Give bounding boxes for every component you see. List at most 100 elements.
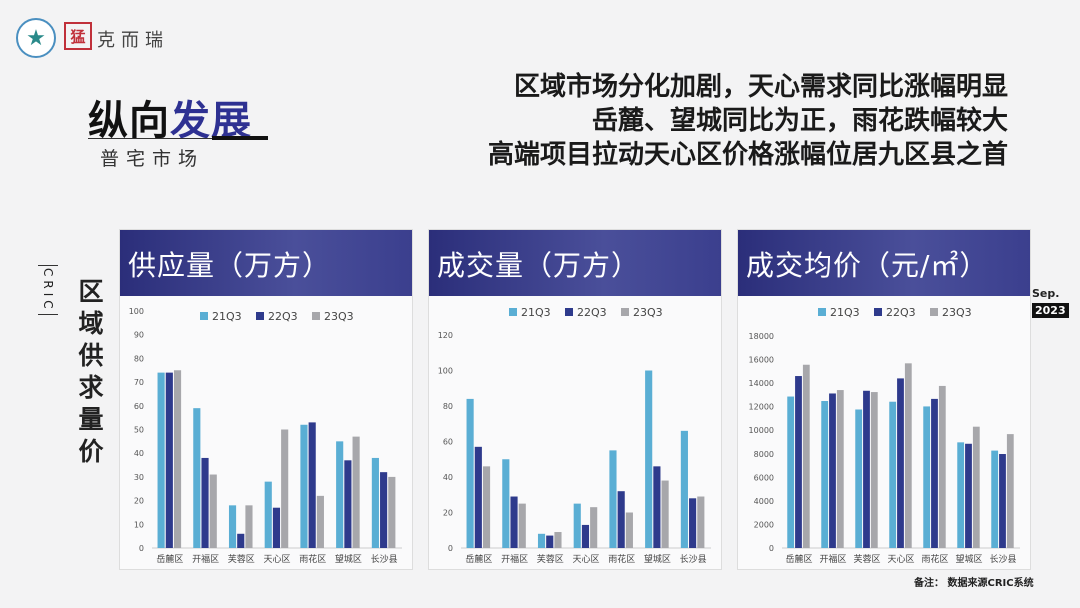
legend-label: 22Q3 — [268, 310, 298, 323]
page-subtitle: 普宅市场 — [100, 148, 205, 170]
bar-23q3 — [836, 390, 844, 548]
y-tick-label: 30 — [134, 473, 144, 482]
bar-23q3 — [802, 364, 810, 548]
legend-swatch — [509, 308, 517, 316]
seal-logo: 猛 — [64, 22, 92, 50]
y-tick-label: 120 — [438, 331, 453, 340]
bar-22q3 — [689, 498, 697, 548]
x-tick-label: 雨花区 — [608, 553, 635, 565]
y-tick-label: 80 — [443, 402, 453, 411]
bar-22q3 — [999, 454, 1006, 548]
y-tick-label: 80 — [134, 354, 144, 363]
x-tick-label: 望城区 — [335, 553, 362, 565]
chart-title: 供应量（万方） — [120, 230, 412, 296]
bar-21q3 — [371, 457, 379, 548]
bar-23q3 — [554, 532, 562, 548]
y-tick-label: 0 — [448, 544, 453, 553]
bar-22q3 — [272, 507, 281, 548]
x-tick-label: 天心区 — [263, 554, 290, 565]
source-note: 备注： 数据来源CRIC系统 — [914, 578, 1034, 589]
legend-swatch — [312, 312, 320, 320]
bar-21q3 — [300, 424, 308, 548]
bar-22q3 — [308, 422, 316, 548]
y-tick-label: 100 — [438, 367, 453, 376]
chart-title: 成交量（万方） — [429, 230, 721, 296]
bar-21q3 — [889, 401, 897, 548]
section-vertical-title: 区域供求量价 — [78, 277, 104, 466]
bar-21q3 — [680, 430, 688, 548]
legend-label: 23Q3 — [324, 310, 354, 323]
bar-23q3 — [482, 466, 491, 548]
x-tick-label: 长沙县 — [371, 553, 398, 565]
bar-21q3 — [336, 441, 344, 548]
y-tick-label: 60 — [134, 402, 144, 411]
page-title: 纵向发展 — [88, 88, 252, 146]
bar-22q3 — [965, 443, 972, 548]
legend-swatch — [621, 308, 629, 316]
y-tick-label: 4000 — [754, 497, 774, 506]
legend-label: 21Q3 — [830, 306, 860, 319]
x-tick-label: 岳麓区 — [785, 553, 812, 565]
bar-23q3 — [625, 512, 633, 548]
y-tick-label: 60 — [443, 438, 453, 447]
y-tick-label: 40 — [443, 473, 453, 482]
bar-22q3 — [546, 535, 554, 548]
chart-panel-supply: 供应量（万方） 0 10 20 30 40 50 60 70 80 90 100 岳麓区 开福区 芙蓉区 天心… — [119, 229, 413, 570]
x-tick-label: 开福区 — [192, 553, 219, 565]
y-tick-label: 12000 — [749, 403, 774, 412]
x-tick-label: 望城区 — [644, 553, 671, 565]
x-tick-label: 望城区 — [955, 553, 982, 565]
brand-name: 克而瑞 — [97, 30, 169, 51]
legend-swatch — [200, 312, 208, 320]
chart-panel-price: 成交均价（元/㎡） 0 2000 4000 6000 8000 10000 12000 1400… — [737, 229, 1031, 570]
legend-label: 21Q3 — [521, 306, 551, 319]
cric-vertical-label: CRIC — [38, 265, 58, 315]
headline-line: 高端项目拉动天心区价格涨幅位居九区县之首 — [487, 140, 1008, 170]
bar-23q3 — [209, 474, 217, 548]
legend-swatch — [565, 308, 573, 316]
title-accent-bar — [212, 136, 268, 140]
x-tick-label: 芙蓉区 — [537, 553, 564, 565]
bar-23q3 — [281, 429, 289, 548]
y-tick-label: 50 — [134, 426, 144, 435]
x-tick-label: 开福区 — [819, 553, 846, 565]
bar-22q3 — [474, 446, 482, 548]
bar-23q3 — [904, 363, 912, 548]
bar-22q3 — [201, 457, 209, 548]
bar-21q3 — [923, 406, 931, 548]
chart-title: 成交均价（元/㎡） — [738, 230, 1030, 296]
bar-23q3 — [938, 385, 946, 548]
x-tick-label: 天心区 — [572, 554, 599, 565]
y-tick-label: 100 — [129, 307, 144, 316]
x-tick-label: 岳麓区 — [465, 553, 492, 565]
y-tick-label: 40 — [134, 449, 144, 458]
bar-22q3 — [653, 466, 661, 548]
bar-23q3 — [972, 426, 980, 548]
bar-21q3 — [609, 450, 617, 548]
bar-23q3 — [316, 495, 324, 548]
legend-label: 22Q3 — [886, 306, 916, 319]
date-year: 2023 — [1032, 303, 1069, 318]
bar-21q3 — [502, 459, 510, 548]
bar-23q3 — [245, 505, 253, 548]
title-part1: 纵向 — [88, 98, 170, 144]
y-tick-label: 0 — [769, 544, 774, 553]
bar-21q3 — [157, 372, 165, 548]
bar-21q3 — [991, 450, 999, 548]
bar-22q3 — [510, 496, 518, 548]
legend-label: 23Q3 — [942, 306, 972, 319]
chart-price: 0 2000 4000 6000 8000 10000 12000 14000 16000 180… — [749, 306, 1020, 565]
date-month: Sep. — [1032, 287, 1060, 300]
bar-22q3 — [581, 524, 590, 548]
x-tick-label: 雨花区 — [921, 553, 948, 565]
bar-22q3 — [165, 372, 173, 548]
bar-22q3 — [863, 390, 870, 548]
legend-swatch — [874, 308, 882, 316]
y-tick-label: 6000 — [754, 473, 774, 482]
y-tick-label: 20 — [134, 497, 144, 506]
x-tick-label: 芙蓉区 — [228, 553, 255, 565]
x-tick-label: 天心区 — [887, 554, 914, 565]
bar-22q3 — [931, 398, 938, 548]
bar-23q3 — [352, 436, 360, 548]
y-tick-label: 8000 — [754, 450, 774, 459]
